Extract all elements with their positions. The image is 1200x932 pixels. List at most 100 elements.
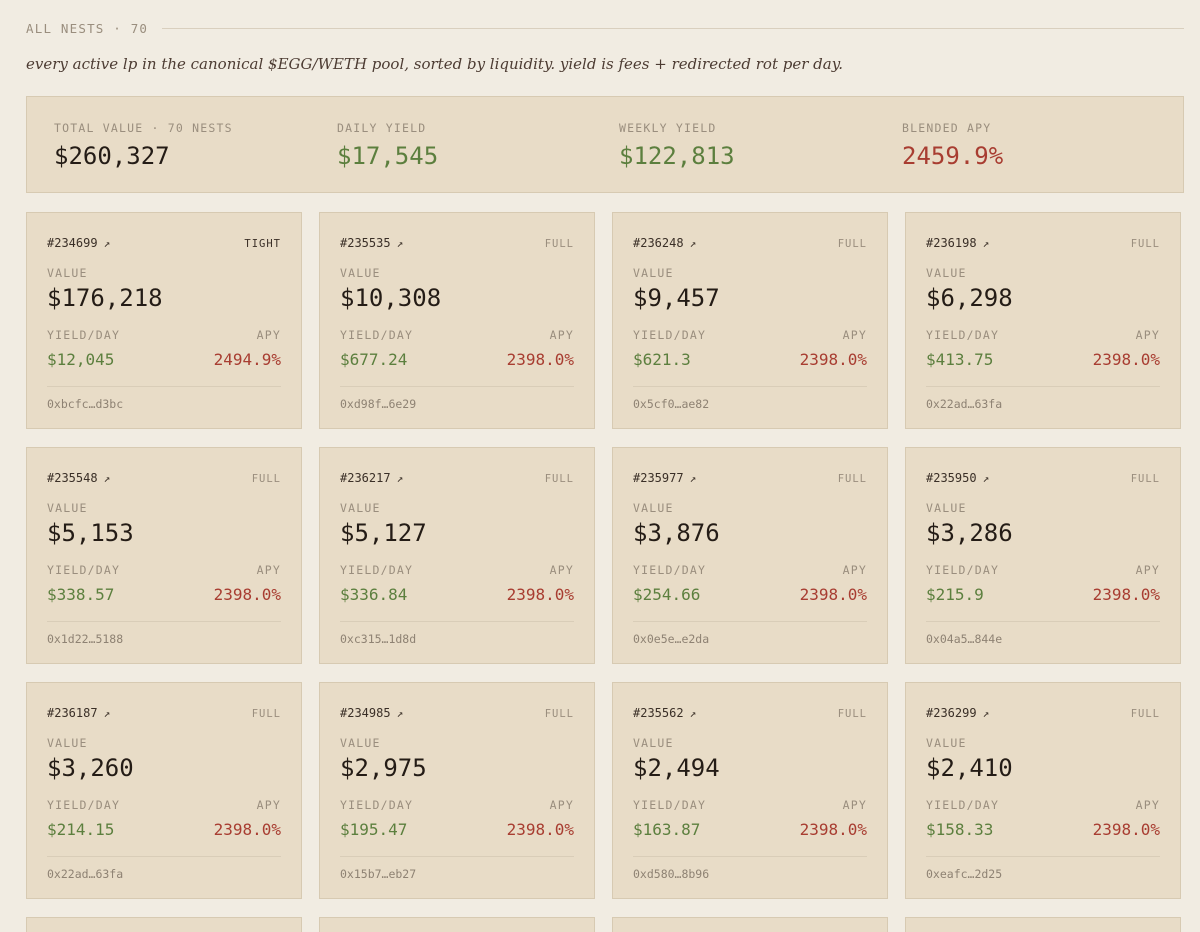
card-divider <box>47 621 281 622</box>
stat-value: $17,545 <box>337 142 439 170</box>
yield-label: YIELD/DAY <box>47 798 121 812</box>
owner-address: 0x04a5…844e <box>926 632 1003 646</box>
nest-yield: $621.3 <box>633 350 691 369</box>
nest-id: #235562 <box>633 706 684 720</box>
value-label: VALUE <box>340 266 381 280</box>
nest-value: $2,494 <box>633 754 720 782</box>
nest-yield: $12,045 <box>47 350 115 369</box>
nest-id-link[interactable]: #235950 ↗ <box>926 471 989 485</box>
nest-value: $10,308 <box>340 284 442 312</box>
nest-card[interactable]: #236198 ↗ FULL VALUE $6,298 YIELD/DAY APY… <box>905 212 1181 429</box>
value-label: VALUE <box>926 266 967 280</box>
section-title: ALL NESTS · 70 <box>26 20 149 36</box>
owner-address: 0xd98f…6e29 <box>340 397 417 411</box>
card-divider <box>633 386 867 387</box>
external-link-icon: ↗ <box>396 237 404 250</box>
nest-apy: 2398.0% <box>506 820 574 839</box>
range-badge: FULL <box>1130 708 1160 720</box>
stat-label: DAILY YIELD <box>337 121 427 135</box>
external-link-icon: ↗ <box>103 237 111 250</box>
nest-id-link[interactable]: #234985 ↗ <box>340 706 403 720</box>
nest-card[interactable]: #234699 ↗ TIGHT VALUE $176,218 YIELD/DAY … <box>26 212 302 429</box>
nest-card[interactable]: #236248 ↗ FULL VALUE $9,457 YIELD/DAY APY… <box>612 212 888 429</box>
card-divider <box>340 856 574 857</box>
nest-yield: $214.15 <box>47 820 115 839</box>
apy-label: APY <box>842 798 867 812</box>
nest-card[interactable]: #234985 ↗ FULL VALUE $2,975 YIELD/DAY APY… <box>319 682 595 899</box>
section-header: ALL NESTS · 70 <box>26 19 1184 37</box>
nest-card[interactable]: #236299 ↗ FULL VALUE $2,410 YIELD/DAY APY… <box>905 682 1181 899</box>
owner-address: 0x1d22…5188 <box>47 632 124 646</box>
range-badge: FULL <box>251 708 281 720</box>
value-label: VALUE <box>926 501 967 515</box>
nest-id: #235535 <box>340 236 391 250</box>
nest-apy: 2398.0% <box>213 585 281 604</box>
card-divider <box>340 386 574 387</box>
nest-id-link[interactable]: #235562 ↗ <box>633 706 696 720</box>
value-label: VALUE <box>926 736 967 750</box>
nest-id-link[interactable]: #235548 ↗ <box>47 471 110 485</box>
card-divider <box>633 621 867 622</box>
nest-id-link[interactable]: #236299 ↗ <box>926 706 989 720</box>
nest-card[interactable] <box>319 917 595 932</box>
nest-apy: 2398.0% <box>799 350 867 369</box>
nest-card[interactable] <box>905 917 1181 932</box>
owner-address: 0x0e5e…e2da <box>633 632 710 646</box>
owner-address: 0x22ad…63fa <box>47 867 124 881</box>
value-label: VALUE <box>47 501 88 515</box>
nest-card[interactable]: #235562 ↗ FULL VALUE $2,494 YIELD/DAY APY… <box>612 682 888 899</box>
nest-id: #235977 <box>633 471 684 485</box>
external-link-icon: ↗ <box>982 472 990 485</box>
card-divider <box>926 856 1160 857</box>
card-divider <box>633 856 867 857</box>
apy-label: APY <box>1135 563 1160 577</box>
card-divider <box>47 856 281 857</box>
nest-id-link[interactable]: #236198 ↗ <box>926 236 989 250</box>
yield-label: YIELD/DAY <box>926 798 1000 812</box>
nest-apy: 2398.0% <box>1092 820 1160 839</box>
nest-id-link[interactable]: #236187 ↗ <box>47 706 110 720</box>
nest-card[interactable]: #235548 ↗ FULL VALUE $5,153 YIELD/DAY APY… <box>26 447 302 664</box>
nest-id: #236299 <box>926 706 977 720</box>
nest-card[interactable]: #235950 ↗ FULL VALUE $3,286 YIELD/DAY APY… <box>905 447 1181 664</box>
nest-id-link[interactable]: #234699 ↗ <box>47 236 110 250</box>
nest-id: #236217 <box>340 471 391 485</box>
nest-id-link[interactable]: #235977 ↗ <box>633 471 696 485</box>
apy-label: APY <box>549 798 574 812</box>
nest-value: $3,286 <box>926 519 1013 547</box>
nest-yield: $163.87 <box>633 820 701 839</box>
owner-address: 0xbcfc…d3bc <box>47 397 124 411</box>
apy-label: APY <box>256 328 281 342</box>
yield-label: YIELD/DAY <box>633 798 707 812</box>
owner-address: 0xd580…8b96 <box>633 867 710 881</box>
yield-label: YIELD/DAY <box>633 563 707 577</box>
stat-blended-apy: BLENDED APY 2459.9% <box>902 121 1003 170</box>
range-badge: TIGHT <box>244 238 281 250</box>
card-divider <box>926 386 1160 387</box>
owner-address: 0xc315…1d8d <box>340 632 417 646</box>
stat-label: TOTAL VALUE · 70 NESTS <box>54 121 233 135</box>
nest-id: #235548 <box>47 471 98 485</box>
nest-value: $5,127 <box>340 519 427 547</box>
range-badge: FULL <box>837 238 867 250</box>
nest-card[interactable] <box>26 917 302 932</box>
apy-label: APY <box>1135 798 1160 812</box>
nest-id-link[interactable]: #235535 ↗ <box>340 236 403 250</box>
nest-value: $5,153 <box>47 519 134 547</box>
nest-card[interactable]: #235977 ↗ FULL VALUE $3,876 YIELD/DAY APY… <box>612 447 888 664</box>
nest-card[interactable]: #236187 ↗ FULL VALUE $3,260 YIELD/DAY APY… <box>26 682 302 899</box>
card-divider <box>47 386 281 387</box>
nest-card[interactable]: #235535 ↗ FULL VALUE $10,308 YIELD/DAY AP… <box>319 212 595 429</box>
owner-address: 0x15b7…eb27 <box>340 867 417 881</box>
nest-id-link[interactable]: #236248 ↗ <box>633 236 696 250</box>
nest-card[interactable]: #236217 ↗ FULL VALUE $5,127 YIELD/DAY APY… <box>319 447 595 664</box>
card-divider <box>340 621 574 622</box>
apy-label: APY <box>256 798 281 812</box>
nest-card[interactable] <box>612 917 888 932</box>
yield-label: YIELD/DAY <box>926 563 1000 577</box>
stat-weekly-yield: WEEKLY YIELD $122,813 <box>619 121 735 170</box>
nest-apy: 2398.0% <box>1092 350 1160 369</box>
nest-yield: $195.47 <box>340 820 408 839</box>
nest-value: $9,457 <box>633 284 720 312</box>
nest-id-link[interactable]: #236217 ↗ <box>340 471 403 485</box>
